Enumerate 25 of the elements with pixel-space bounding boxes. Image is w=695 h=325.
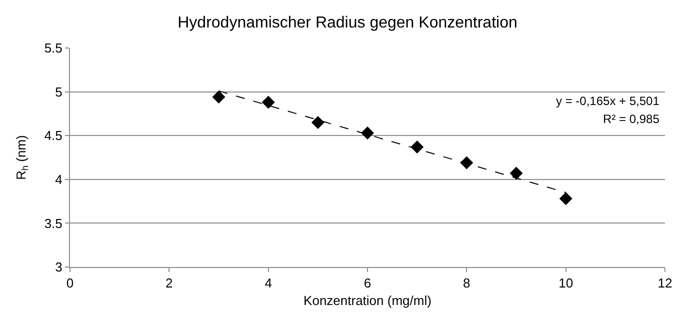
point	[262, 96, 275, 109]
x-tick-label: 4	[264, 276, 272, 291]
y-tick-label: 4	[55, 172, 62, 187]
annotation: y = -0,165x + 5,501	[556, 94, 660, 108]
x-tick-label: 2	[166, 276, 173, 291]
point	[361, 126, 374, 140]
y-tick-label: 4.5	[44, 128, 62, 144]
x-tick-label: 12	[658, 276, 672, 291]
x-tick-label: 10	[558, 276, 574, 291]
chart-title: Hydrodynamischer Radius gegen Konzentration	[178, 14, 518, 32]
point	[311, 116, 324, 129]
x-tick-label: 0	[66, 276, 74, 291]
point	[559, 192, 572, 206]
point	[212, 90, 226, 104]
annotation: R² = 0,985	[603, 112, 660, 126]
y-tick-label: 5	[55, 84, 62, 100]
point	[460, 156, 474, 170]
x-axis-title: Konzentration (mg/ml)	[304, 293, 432, 308]
point	[410, 140, 424, 154]
point	[510, 166, 523, 180]
y-tick-label: 3.5	[44, 216, 62, 231]
y-tick-label: 3	[55, 260, 62, 275]
x-tick-label: 6	[364, 276, 372, 291]
y-tick-label: 5.5	[44, 40, 62, 56]
x-tick-label: 8	[463, 276, 470, 291]
